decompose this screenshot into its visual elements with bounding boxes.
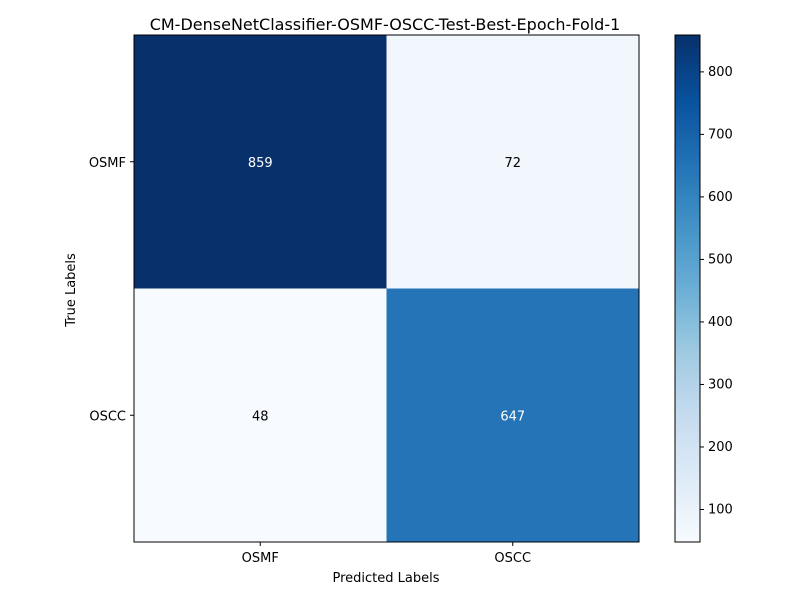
heatmap-cell [386, 288, 639, 542]
cell-value-label: 72 [504, 156, 521, 171]
y-axis-label: True Labels [64, 253, 79, 328]
colorbar-tick-label: 800 [708, 65, 733, 80]
plot-frame [133, 34, 640, 543]
cell-value-label: 48 [252, 409, 269, 424]
colorbar-tick-label: 500 [708, 252, 733, 267]
colorbar-tick-label: 300 [708, 377, 733, 392]
heatmap-cell [386, 35, 639, 289]
colorbar-tick-label: 200 [708, 440, 733, 455]
chart-title: CM-DenseNetClassifier-OSMF-OSCC-Test-Bes… [150, 15, 621, 34]
x-tick-label: OSCC [494, 551, 531, 566]
colorbar-tick-label: 100 [708, 502, 733, 517]
colorbar-tick-label: 400 [708, 315, 733, 330]
colorbar-tick-label: 600 [708, 190, 733, 205]
x-axis-ticks: OSMF OSCC [242, 542, 531, 566]
colorbar-ticks: 100 200 300 400 500 600 700 800 [700, 65, 733, 517]
heatmap-cell [134, 35, 387, 289]
y-axis-ticks: OSMF OSCC [89, 156, 134, 424]
cell-value-label: 647 [500, 409, 525, 424]
y-tick-label: OSCC [89, 409, 126, 424]
colorbar-tick-label: 700 [708, 127, 733, 142]
x-tick-label: OSMF [242, 551, 279, 566]
heatmap-cell-labels: 859 72 48 647 [248, 156, 525, 425]
cell-value-label: 859 [248, 156, 273, 171]
y-tick-label: OSMF [89, 156, 126, 171]
heatmap-cell [134, 288, 387, 542]
colorbar [674, 34, 701, 543]
x-axis-label: Predicted Labels [332, 571, 439, 586]
heatmap-cells [134, 35, 639, 542]
